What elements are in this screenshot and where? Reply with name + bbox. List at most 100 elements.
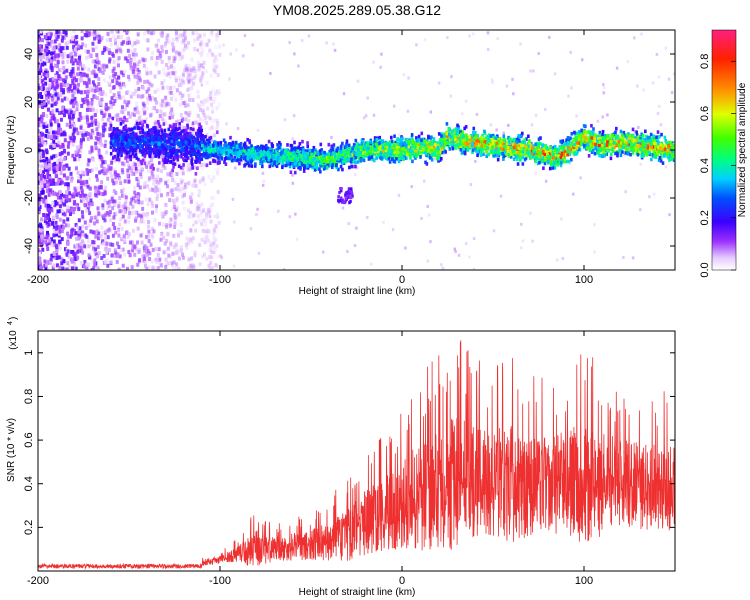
noise-cell xyxy=(184,65,188,70)
noise-cell xyxy=(113,253,117,258)
noise-cell xyxy=(136,179,140,184)
speckle-cell xyxy=(288,215,292,219)
noise-cell xyxy=(112,101,116,106)
noise-cell xyxy=(68,252,72,257)
noise-cell xyxy=(188,97,192,102)
noise-cell xyxy=(95,177,99,182)
noise-cell xyxy=(181,200,185,205)
speckle-cell xyxy=(437,81,441,85)
noise-cell xyxy=(192,213,196,218)
speckle-cell xyxy=(548,35,551,39)
noise-cell xyxy=(158,221,162,226)
speckle-cell xyxy=(534,171,538,175)
ridge-cell xyxy=(381,155,385,160)
speckle-cell xyxy=(657,75,661,79)
ridge-cell xyxy=(650,136,654,141)
speckle-cell xyxy=(532,69,535,73)
noise-cell xyxy=(58,157,62,162)
noise-cell xyxy=(52,225,56,230)
noise-cell xyxy=(138,185,142,190)
noise-cell xyxy=(116,228,120,233)
speckle-cell xyxy=(606,113,609,117)
noise-cell xyxy=(68,212,72,217)
ridge-cell xyxy=(179,149,183,154)
noise-cell xyxy=(65,190,69,195)
noise-cell xyxy=(210,51,214,56)
noise-cell xyxy=(62,78,66,83)
noise-cell xyxy=(58,204,62,209)
noise-cell xyxy=(123,69,127,74)
noise-cell xyxy=(182,80,186,85)
noise-cell xyxy=(40,241,44,246)
noise-cell xyxy=(152,229,156,234)
noise-cell xyxy=(128,253,132,258)
noise-cell xyxy=(159,169,163,174)
noise-cell xyxy=(53,78,57,83)
noise-cell xyxy=(50,39,54,44)
speckle-cell xyxy=(596,119,600,123)
noise-cell xyxy=(172,205,176,210)
noise-cell xyxy=(102,63,106,68)
noise-cell xyxy=(93,36,97,41)
speckle-cell xyxy=(269,71,272,75)
noise-cell xyxy=(76,151,80,156)
noise-cell xyxy=(44,203,48,208)
noise-cell xyxy=(42,170,46,175)
noise-cell xyxy=(84,132,88,137)
noise-cell xyxy=(38,181,40,186)
noise-cell xyxy=(39,86,43,91)
ridge-cell xyxy=(344,159,348,164)
speckle-cell xyxy=(519,42,522,46)
ridge-cell xyxy=(281,161,284,166)
noise-cell xyxy=(100,169,104,174)
noise-cell xyxy=(96,206,100,211)
noise-cell xyxy=(177,256,181,261)
noise-cell xyxy=(74,222,78,227)
noise-cell xyxy=(166,65,170,70)
noise-cell xyxy=(132,210,136,215)
noise-cell xyxy=(85,112,89,117)
noise-cell xyxy=(113,203,117,208)
ridge-cell xyxy=(191,162,194,167)
noise-cell xyxy=(112,181,116,186)
ridge-cell xyxy=(521,131,524,136)
noise-cell xyxy=(88,52,92,57)
noise-cell xyxy=(91,80,95,85)
speckle-cell xyxy=(243,34,247,38)
noise-cell xyxy=(141,254,145,259)
ridge-cell xyxy=(223,160,226,164)
noise-cell xyxy=(91,41,95,46)
noise-cell xyxy=(45,221,49,226)
ridge-cell xyxy=(148,128,151,133)
noise-cell xyxy=(122,204,126,209)
noise-cell xyxy=(208,209,212,214)
noise-cell xyxy=(73,47,77,52)
noise-cell xyxy=(104,212,108,217)
noise-cell xyxy=(136,226,140,231)
noise-cell xyxy=(43,183,47,188)
noise-cell xyxy=(201,118,205,123)
noise-cell xyxy=(109,89,113,94)
noise-cell xyxy=(183,36,187,41)
noise-cell xyxy=(51,130,55,135)
noise-cell xyxy=(82,100,86,105)
ridge-cell xyxy=(456,129,460,133)
noise-cell xyxy=(129,61,133,66)
noise-cell xyxy=(63,79,67,84)
noise-cell xyxy=(171,48,175,53)
noise-cell xyxy=(40,164,44,169)
noise-cell xyxy=(168,223,172,228)
noise-cell xyxy=(62,82,66,87)
noise-cell xyxy=(160,103,164,108)
noise-cell xyxy=(41,187,45,192)
noise-cell xyxy=(84,97,88,102)
noise-cell xyxy=(203,182,207,187)
noise-cell xyxy=(86,184,90,189)
ridge-cell xyxy=(553,165,557,170)
noise-cell xyxy=(142,212,146,217)
noise-cell xyxy=(71,114,75,119)
noise-cell xyxy=(101,203,105,208)
ridge-cell xyxy=(289,170,293,175)
noise-cell xyxy=(117,56,121,61)
noise-cell xyxy=(108,210,112,215)
